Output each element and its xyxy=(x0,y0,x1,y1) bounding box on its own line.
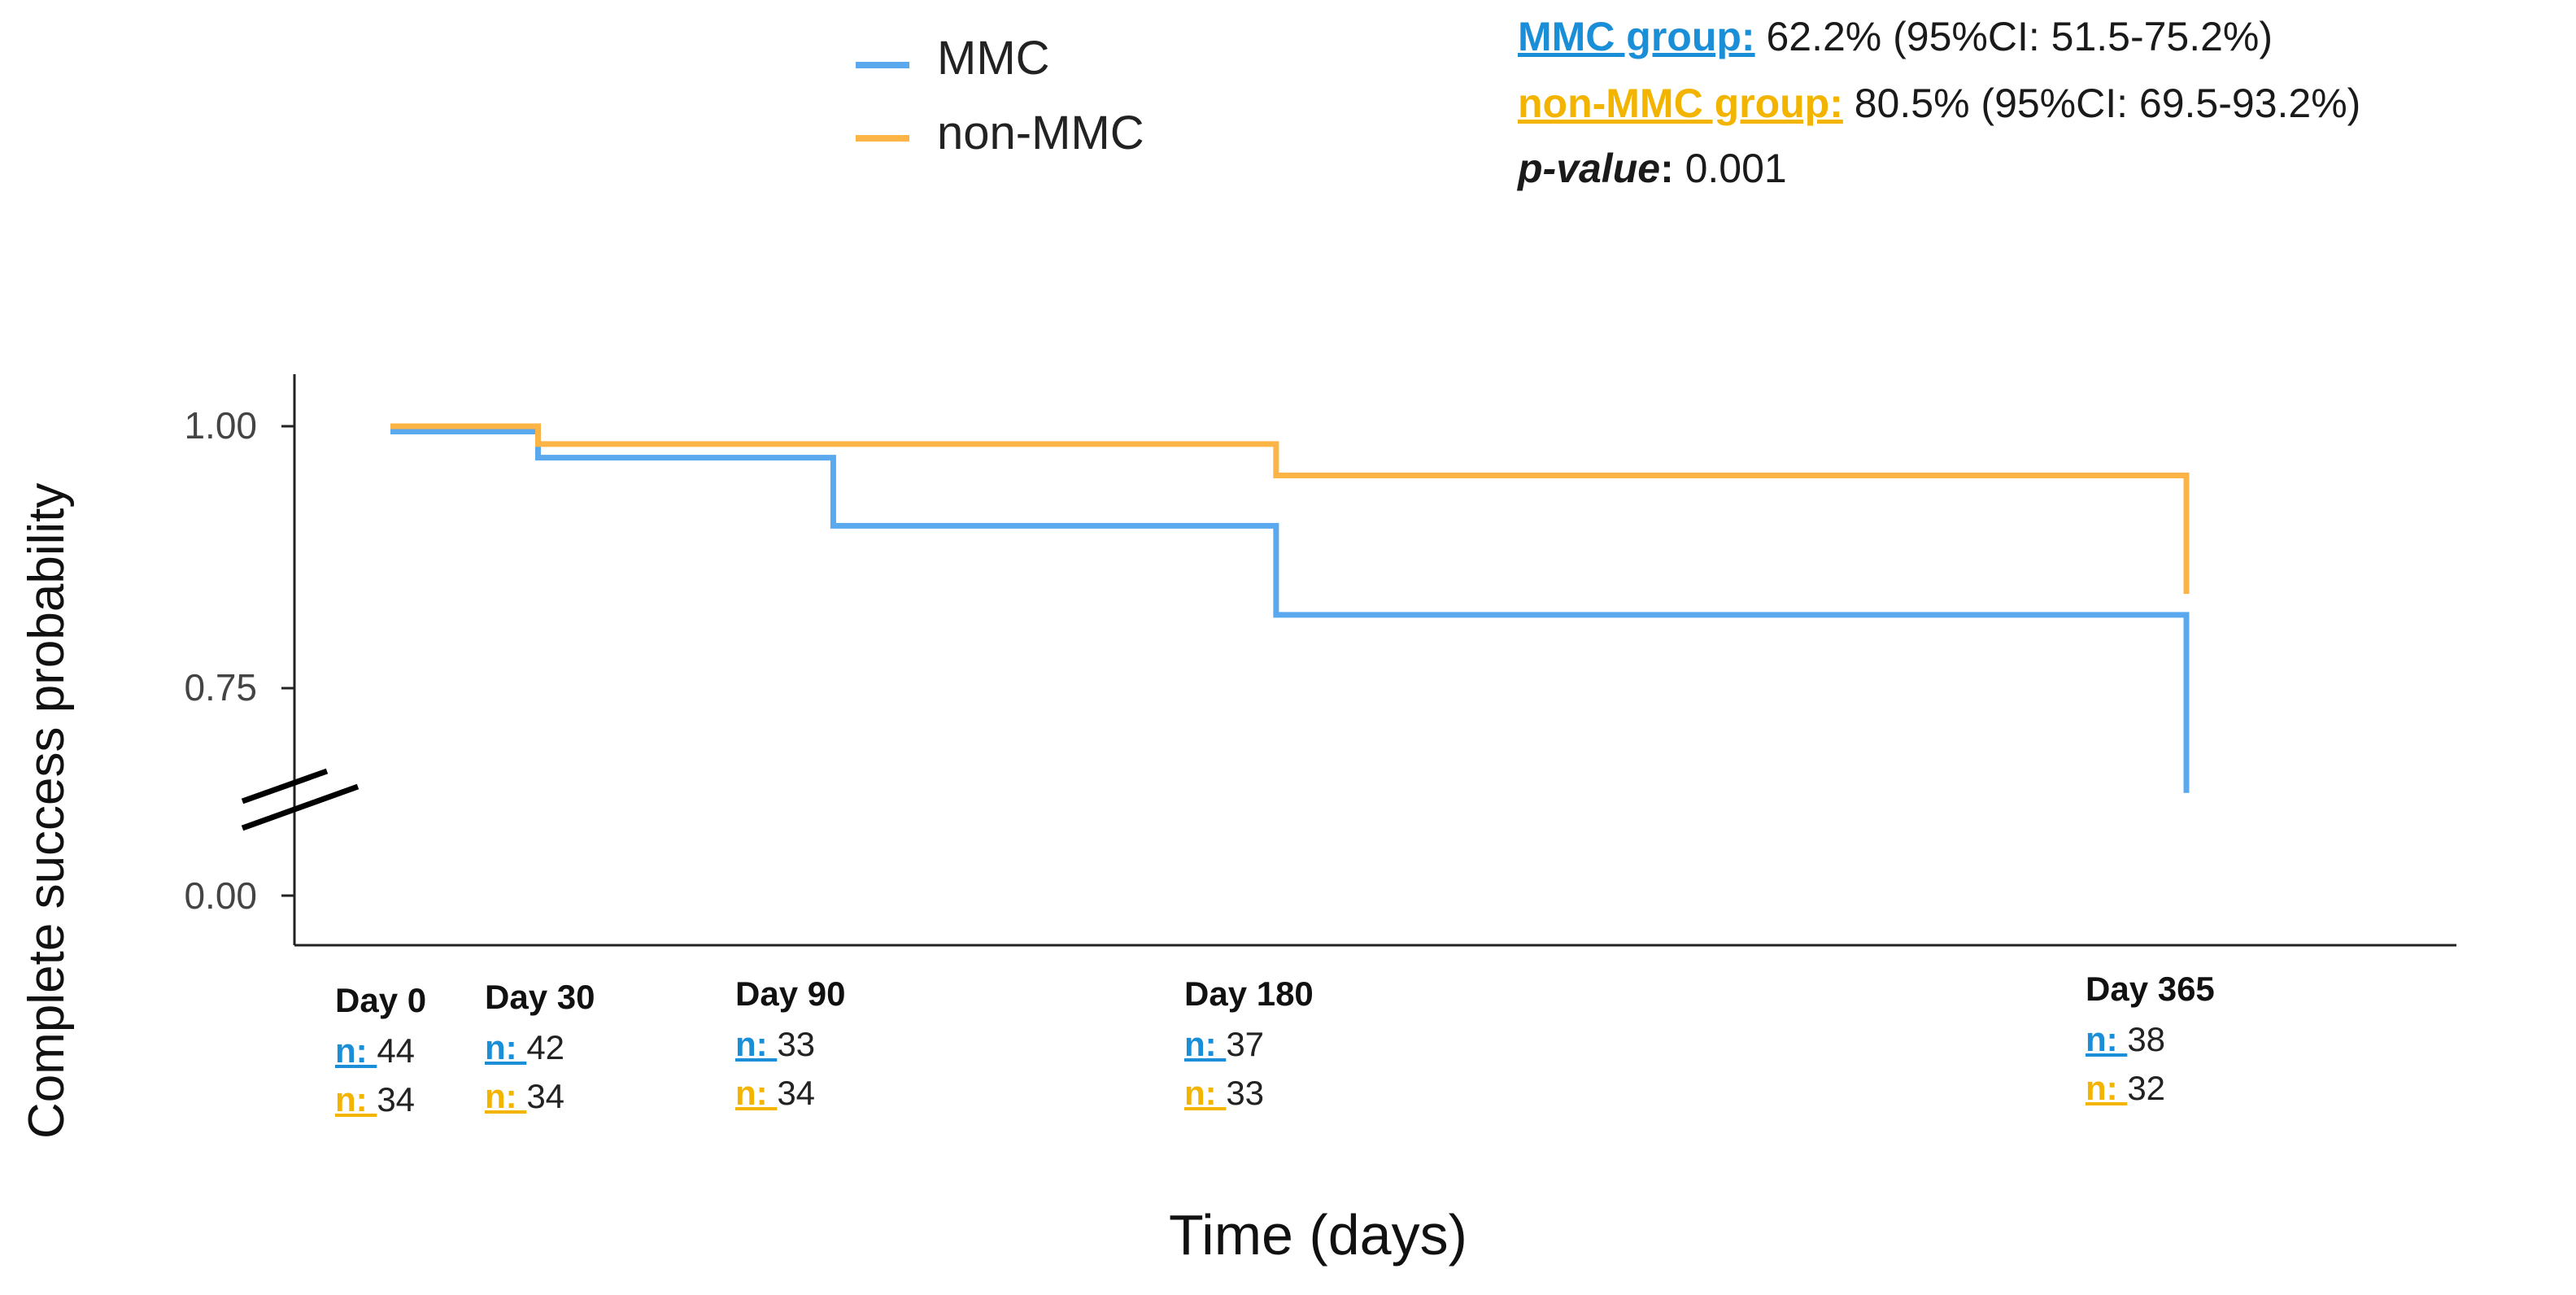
at-risk-day-30: Day 30 n: 42 n: 34 xyxy=(485,978,595,1116)
n-key-mmc: n: xyxy=(2086,1020,2128,1058)
y-axis-label: Complete success probability xyxy=(19,482,75,1139)
n-mmc: n: 44 xyxy=(335,1031,426,1070)
n-non-mmc: n: 33 xyxy=(1184,1074,1314,1113)
day-label: Day 0 xyxy=(335,981,427,1019)
n-key-mmc: n: xyxy=(335,1031,377,1070)
n-key-non-mmc: n: xyxy=(485,1077,527,1115)
n-non-mmc-value: 34 xyxy=(777,1074,816,1112)
n-mmc: n: 38 xyxy=(2086,1020,2215,1059)
n-mmc-value: 42 xyxy=(526,1028,565,1066)
legend-label-mmc: MMC xyxy=(937,32,1050,85)
n-key-non-mmc: n: xyxy=(2086,1069,2128,1107)
series-line-non-mmc xyxy=(390,423,2190,595)
n-non-mmc-value: 34 xyxy=(377,1080,416,1118)
stat-mmc-value: 62.2% (95%CI: 51.5-75.2%) xyxy=(1754,14,2273,59)
at-risk-day-365: Day 365 n: 38 n: 32 xyxy=(2086,970,2215,1108)
n-mmc: n: 42 xyxy=(485,1028,595,1067)
legend-label-non-mmc: non-MMC xyxy=(937,107,1144,159)
axis-break-mark xyxy=(241,768,329,804)
n-key-mmc: n: xyxy=(485,1028,527,1066)
n-key-non-mmc: n: xyxy=(335,1080,377,1118)
y-tick-label: 1.00 xyxy=(184,404,257,447)
at-risk-day-180: Day 180 n: 37 n: 33 xyxy=(1184,975,1314,1113)
n-non-mmc: n: 34 xyxy=(735,1074,845,1113)
x-axis-label: Time (days) xyxy=(1169,1203,1467,1267)
n-mmc-value: 33 xyxy=(777,1025,816,1063)
n-non-mmc: n: 34 xyxy=(485,1077,595,1116)
n-mmc-value: 38 xyxy=(2127,1020,2166,1058)
stat-pvalue: p-value: 0.001 xyxy=(1518,145,1787,192)
y-tick-label: 0.00 xyxy=(184,874,257,917)
n-non-mmc-value: 34 xyxy=(526,1077,565,1115)
pvalue-colon: : xyxy=(1660,146,1674,191)
y-ticks xyxy=(281,425,294,897)
axis-break-mark xyxy=(241,783,360,831)
stat-mmc: MMC group: 62.2% (95%CI: 51.5-75.2%) xyxy=(1518,13,2273,60)
n-key-mmc: n: xyxy=(1184,1025,1227,1063)
n-key-non-mmc: n: xyxy=(735,1074,778,1112)
stat-mmc-key: MMC group: xyxy=(1518,14,1755,59)
n-mmc: n: 37 xyxy=(1184,1025,1314,1064)
n-mmc: n: 33 xyxy=(735,1025,845,1064)
y-tick-label: 0.75 xyxy=(184,666,257,709)
pvalue-value: 0.001 xyxy=(1673,146,1787,191)
n-mmc-value: 44 xyxy=(377,1031,416,1070)
day-label: Day 90 xyxy=(735,975,846,1013)
at-risk-day-0: Day 0 n: 44 n: 34 xyxy=(335,981,426,1119)
stat-non-mmc-key: non-MMC group: xyxy=(1518,81,1843,126)
series-line-mmc xyxy=(390,428,2190,793)
n-key-non-mmc: n: xyxy=(1184,1074,1227,1112)
at-risk-day-90: Day 90 n: 33 n: 34 xyxy=(735,975,845,1113)
stat-non-mmc-value: 80.5% (95%CI: 69.5-93.2%) xyxy=(1842,81,2361,126)
n-non-mmc: n: 34 xyxy=(335,1080,426,1119)
survival-curves xyxy=(390,423,2190,793)
n-non-mmc-value: 33 xyxy=(1226,1074,1265,1112)
n-key-mmc: n: xyxy=(735,1025,778,1063)
legend xyxy=(856,62,909,142)
n-mmc-value: 37 xyxy=(1226,1025,1265,1063)
day-label: Day 365 xyxy=(2086,970,2215,1008)
n-non-mmc: n: 32 xyxy=(2086,1069,2215,1108)
day-label: Day 180 xyxy=(1184,975,1314,1013)
n-non-mmc-value: 32 xyxy=(2127,1069,2166,1107)
stat-non-mmc: non-MMC group: 80.5% (95%CI: 69.5-93.2%) xyxy=(1518,80,2360,127)
day-label: Day 30 xyxy=(485,978,595,1016)
axes xyxy=(241,374,2456,947)
pvalue-key: p-value xyxy=(1518,146,1661,191)
